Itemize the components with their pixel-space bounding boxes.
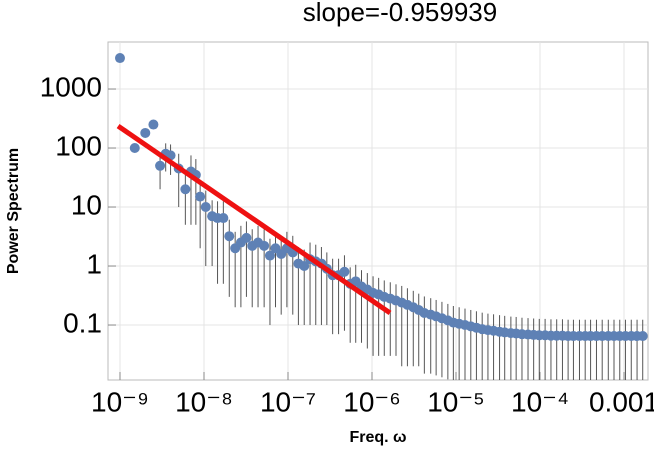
y-tick-label: 10: [71, 189, 102, 220]
data-point: [155, 160, 166, 171]
data-point: [200, 202, 211, 213]
data-point: [129, 143, 140, 154]
data-point: [637, 331, 648, 342]
x-tick-label: 10⁻⁵: [427, 386, 485, 417]
y-axis-label: Power Spectrum: [5, 148, 22, 274]
x-tick-label: 10⁻⁸: [175, 386, 233, 417]
y-tick-label: 1000: [40, 71, 102, 102]
x-tick-label: 10⁻⁶: [343, 386, 400, 417]
data-point: [218, 213, 229, 224]
data-point: [259, 240, 270, 251]
plot-frame: [107, 41, 649, 381]
y-tick-label: 0.1: [63, 307, 102, 338]
y-tick-label: 100: [55, 130, 102, 161]
data-point: [195, 191, 206, 202]
x-tick-label: 10⁻⁴: [511, 386, 569, 417]
x-axis-label: Freq. ω: [349, 429, 406, 446]
data-point: [180, 184, 191, 195]
data-point: [114, 53, 125, 64]
x-tick-label: 10⁻⁹: [91, 386, 149, 417]
y-tick-label: 1: [86, 248, 102, 279]
fit-line: [116, 123, 392, 316]
data-point: [241, 232, 252, 243]
data-point: [264, 250, 275, 261]
x-tick-label: 10⁻⁷: [260, 386, 316, 417]
chart-title: slope=-0.959939: [303, 0, 497, 27]
data-point: [148, 119, 159, 130]
data-point: [140, 127, 151, 138]
x-tick-label: 0.001: [589, 386, 654, 417]
data-point: [299, 261, 310, 272]
data-point: [339, 266, 350, 277]
data-point: [224, 231, 235, 242]
